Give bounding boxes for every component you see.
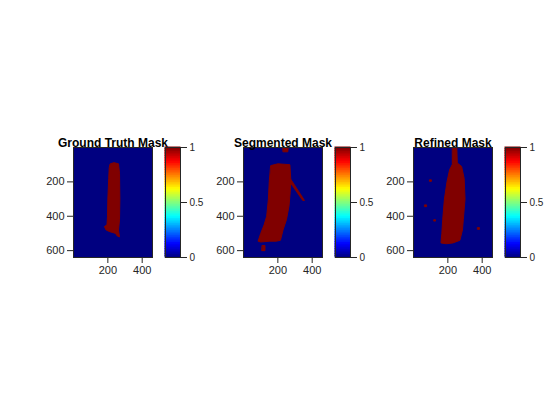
svg-text:200: 200 [46,175,64,187]
svg-text:Ground Truth Mask: Ground Truth Mask [58,136,168,150]
svg-text:400: 400 [216,210,234,222]
svg-text:0: 0 [530,252,536,263]
svg-text:0.5: 0.5 [530,197,544,208]
svg-text:200: 200 [216,175,234,187]
svg-text:200: 200 [269,264,287,276]
svg-text:600: 600 [386,244,404,256]
svg-text:600: 600 [46,244,64,256]
svg-text:600: 600 [216,244,234,256]
svg-text:400: 400 [303,264,321,276]
svg-text:0: 0 [190,252,196,263]
svg-text:Segmented Mask: Segmented Mask [234,136,332,150]
svg-text:1: 1 [190,142,196,153]
svg-text:0.5: 0.5 [190,197,204,208]
svg-text:200: 200 [386,175,404,187]
svg-text:0.5: 0.5 [360,197,374,208]
svg-text:Refined Mask: Refined Mask [414,136,492,150]
svg-text:400: 400 [133,264,151,276]
svg-text:400: 400 [46,210,64,222]
svg-text:1: 1 [530,142,536,153]
svg-text:400: 400 [473,264,491,276]
svg-text:0: 0 [360,252,366,263]
svg-text:400: 400 [386,210,404,222]
svg-text:200: 200 [99,264,117,276]
svg-text:1: 1 [360,142,366,153]
svg-text:200: 200 [439,264,457,276]
